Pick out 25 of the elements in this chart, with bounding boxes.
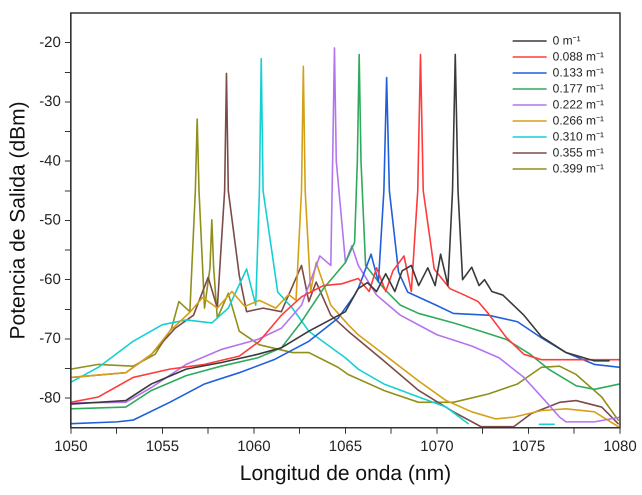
y-tick-label: -20 bbox=[39, 34, 61, 51]
legend-label: 0.355 m⁻¹ bbox=[552, 145, 604, 160]
x-tick-label: 1065 bbox=[328, 438, 362, 455]
legend-label: 0.310 m⁻¹ bbox=[552, 129, 604, 144]
x-tick-label: 1070 bbox=[420, 438, 454, 455]
legend-label: 0.177 m⁻¹ bbox=[552, 81, 604, 96]
y-tick-label: -30 bbox=[39, 93, 61, 110]
x-tick-label: 1060 bbox=[237, 438, 271, 455]
legend-label: 0.133 m⁻¹ bbox=[552, 65, 604, 80]
legend-label: 0.088 m⁻¹ bbox=[552, 49, 604, 64]
legend-label: 0.222 m⁻¹ bbox=[552, 97, 604, 112]
x-tick-label: 1050 bbox=[54, 438, 88, 455]
legend-label: 0 m⁻¹ bbox=[552, 33, 581, 48]
y-tick-label: -60 bbox=[39, 270, 61, 288]
x-tick-label: 1080 bbox=[603, 438, 637, 455]
y-tick-label: -80 bbox=[39, 389, 61, 406]
y-tick-label: -70 bbox=[39, 330, 61, 348]
y-tick-label: -50 bbox=[39, 212, 61, 229]
x-axis-title: Longitud de onda (nm) bbox=[240, 462, 452, 486]
x-tick-label: 1075 bbox=[512, 438, 546, 455]
y-tick-label: -40 bbox=[39, 152, 61, 170]
x-tick-label: 1055 bbox=[146, 438, 180, 455]
y-axis-title: Potencia de Salida (dBm) bbox=[6, 101, 30, 340]
legend-label: 0.399 m⁻¹ bbox=[552, 161, 604, 176]
legend-label: 0.266 m⁻¹ bbox=[552, 113, 604, 128]
